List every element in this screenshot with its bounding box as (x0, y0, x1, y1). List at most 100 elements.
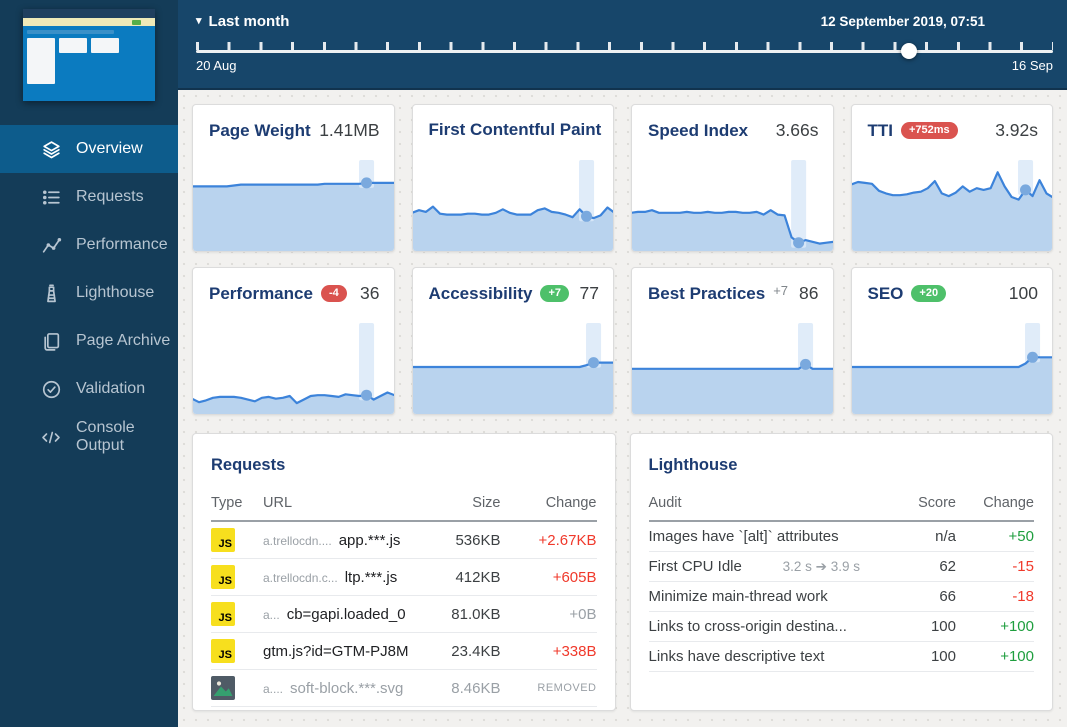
metric-sparkline (192, 160, 394, 251)
lighthouse-card: Lighthouse Audit Score Change Images hav… (629, 433, 1053, 711)
metric-sparkline (412, 323, 614, 414)
thumb-list-card (59, 38, 87, 53)
request-url-prefix: a.trellocdn.c... (263, 570, 338, 585)
metric-title: Best Practices (648, 283, 766, 303)
metric-card-first-contentful-paint[interactable]: First Contentful Paint (411, 104, 614, 252)
sidebar-item-label: Lighthouse (76, 284, 155, 301)
audit-detail: 3.2 s ➔ 3.9 s (782, 559, 860, 574)
request-row[interactable]: JS gtm.js?id=GTM-PJ8M 23.4KB +338B (211, 632, 597, 670)
sidebar-item-label: Validation (76, 380, 146, 397)
thumb-board-header (27, 30, 114, 34)
metric-card-performance[interactable]: Performance -4 36 (192, 267, 395, 415)
sidebar-item-lighthouse[interactable]: Lighthouse (0, 269, 178, 317)
metric-change-badge: +7 (773, 283, 789, 298)
topbar: ▾ Last month 12 September 2019, 07:51 20… (178, 0, 1067, 90)
audit-name: First CPU Idle (648, 558, 742, 575)
request-row[interactable]: a.... soft-block.***.svg 8.46KB REMOVED (211, 669, 597, 707)
audit-row[interactable]: Links have descriptive text 100 +100 (648, 641, 1034, 672)
request-size: 81.0KB (414, 595, 501, 633)
sparkline-marker-dot (800, 358, 812, 370)
thumb-toolbar (23, 18, 155, 26)
request-change: +2.67KB (500, 521, 597, 559)
date-range-selector[interactable]: ▾ Last month (196, 13, 289, 30)
metric-card-speed-index[interactable]: Speed Index 3.66s (631, 104, 834, 252)
column-header-change: Change (956, 491, 1034, 522)
chevron-down-icon: ▾ (196, 15, 202, 27)
audit-change: +100 (956, 641, 1034, 672)
metric-value: 36 (360, 283, 380, 303)
column-header-score: Score (886, 491, 956, 522)
request-url: ltp.***.js (344, 568, 398, 586)
metric-card-seo[interactable]: SEO +20 100 (850, 267, 1053, 415)
sparkline-highlight-band (359, 323, 375, 401)
metrics-grid: Page Weight 1.41MB First Contentful Pain… (192, 104, 1053, 415)
timeline-slider[interactable] (196, 42, 1053, 59)
audit-score: n/a (886, 521, 956, 552)
column-header-type: Type (211, 491, 263, 522)
request-row[interactable]: JS a.trellocdn.... app.***.js 536KB +2.6… (211, 521, 597, 559)
request-row[interactable]: JS a... cb=gapi.loaded_0 81.0KB +0B (211, 595, 597, 633)
column-header-change: Change (500, 491, 597, 522)
metric-sparkline (851, 160, 1053, 251)
metric-value: 3.92s (995, 120, 1038, 140)
metric-sparkline (412, 160, 614, 251)
request-url: gtm.js?id=GTM-PJ8M (263, 642, 409, 660)
sparkline-marker-dot (793, 237, 805, 249)
column-header-size: Size (414, 491, 501, 522)
request-change: +0B (500, 595, 597, 633)
timeline-handle[interactable] (901, 43, 918, 59)
metric-value: 86 (799, 283, 819, 303)
metric-sparkline (192, 323, 394, 414)
audit-name: Links to cross-origin destina... (648, 618, 847, 635)
sidebar-item-label: Overview (76, 140, 143, 157)
sidebar-item-label: Performance (76, 236, 168, 253)
audit-name: Minimize main-thread work (648, 588, 828, 605)
audit-change: -15 (956, 551, 1034, 582)
page-thumbnail[interactable] (23, 9, 155, 101)
audit-row[interactable]: Minimize main-thread work 66 -18 (648, 581, 1034, 612)
metric-card-best-practices[interactable]: Best Practices +7 86 (631, 267, 834, 415)
lighthouse-title: Lighthouse (648, 456, 738, 474)
metric-card-tti[interactable]: TTI +752ms 3.92s (850, 104, 1053, 252)
js-icon: JS (211, 639, 263, 663)
thumb-board (23, 26, 155, 101)
check-circle-icon (40, 378, 62, 400)
lighthouse-icon (40, 282, 62, 304)
sparkline-highlight-band (798, 323, 814, 370)
sidebar-item-validation[interactable]: Validation (0, 365, 178, 413)
audit-row[interactable]: Images have `[alt]` attributes n/a +50 (648, 521, 1034, 552)
metric-card-page-weight[interactable]: Page Weight 1.41MB (192, 104, 395, 252)
request-url: cb=gapi.loaded_0 (286, 605, 406, 623)
sparkline-marker-dot (1026, 351, 1038, 363)
sidebar-item-overview[interactable]: Overview (0, 125, 178, 173)
sidebar-item-label: Page Archive (76, 332, 171, 349)
pages-icon (40, 330, 62, 352)
timeline-end-label: 16 Sep (1011, 58, 1053, 73)
metric-title: Page Weight (209, 120, 311, 140)
sidebar-item-console-output[interactable]: Console Output (0, 413, 178, 461)
audit-row[interactable]: First CPU Idle 3.2 s ➔ 3.9 s 62 -15 (648, 551, 1034, 582)
request-size: 536KB (414, 521, 501, 559)
sparkline-marker-dot (580, 210, 592, 222)
audit-score: 62 (886, 551, 956, 582)
sparkline-marker-dot (361, 389, 373, 401)
metric-title: Performance (209, 283, 313, 303)
metric-value: 3.66s (775, 120, 819, 140)
scatter-icon (40, 234, 62, 256)
sidebar-item-performance[interactable]: Performance (0, 221, 178, 269)
sidebar-item-label: Requests (76, 188, 144, 205)
metric-title: TTI (867, 120, 894, 140)
js-icon: JS (211, 565, 263, 589)
sidebar-item-requests[interactable]: Requests (0, 173, 178, 221)
request-url: app.***.js (338, 531, 401, 549)
metric-card-accessibility[interactable]: Accessibility +7 77 (411, 267, 614, 415)
sparkline-marker-dot (361, 177, 373, 189)
request-url: soft-block.***.svg (290, 679, 404, 697)
request-row[interactable]: JS a.trellocdn.c... ltp.***.js 412KB +60… (211, 558, 597, 596)
sidebar-item-page-archive[interactable]: Page Archive (0, 317, 178, 365)
audit-row[interactable]: Links to cross-origin destina... 100 +10… (648, 611, 1034, 642)
column-header-audit: Audit (648, 491, 886, 522)
column-header-url: URL (263, 491, 415, 522)
sparkline-highlight-band (585, 323, 601, 368)
audit-change: -18 (956, 581, 1034, 612)
